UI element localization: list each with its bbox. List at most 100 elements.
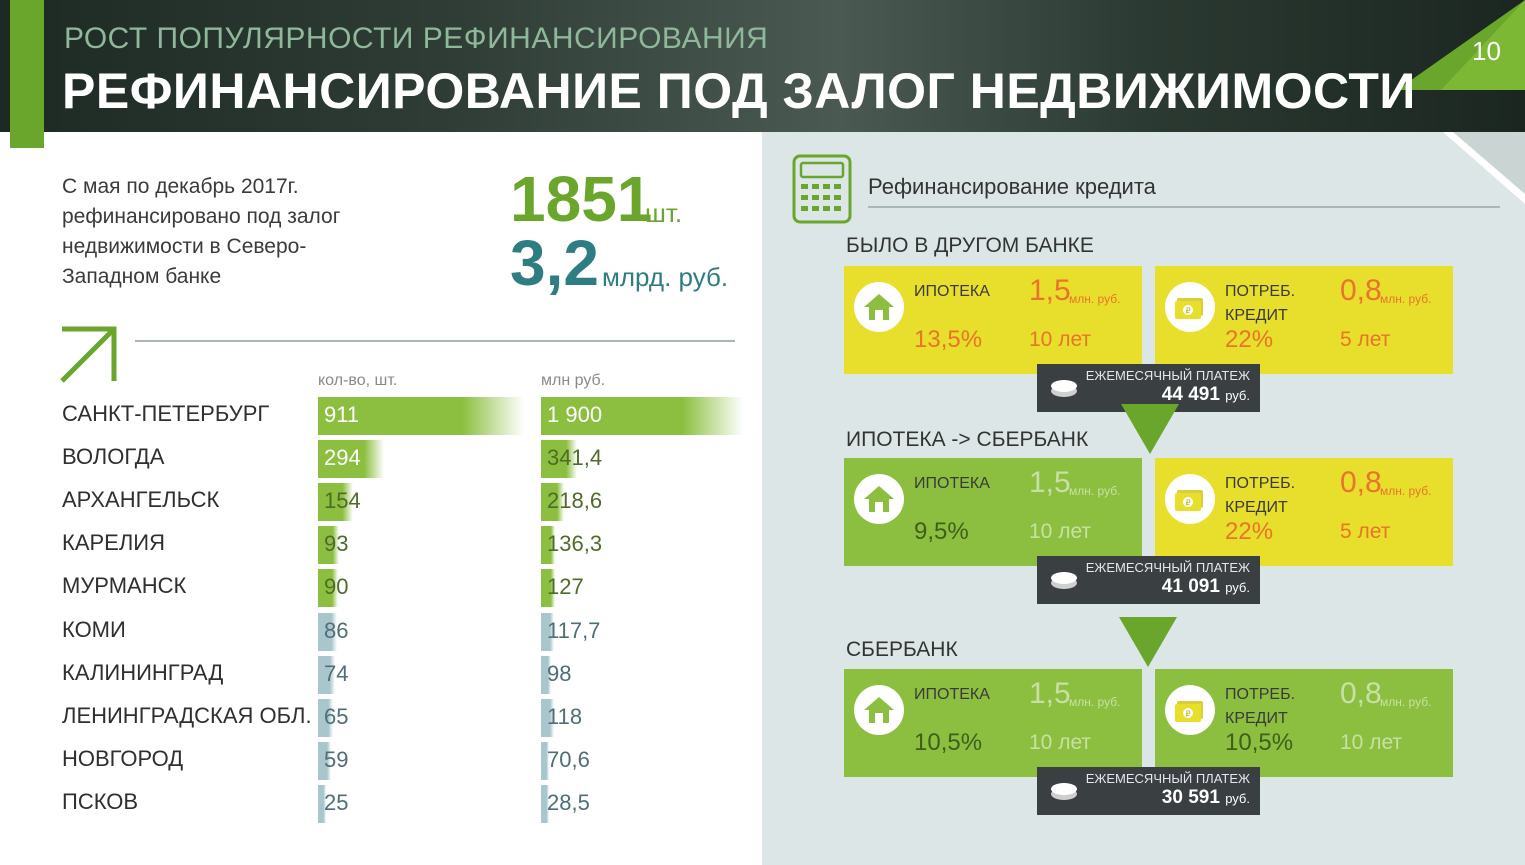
loan-term: 5 лет [1340,328,1391,351]
coin-icon [1051,380,1077,397]
loan-amount: 1,5 [1029,677,1071,710]
loan-term: 10 лет [1029,731,1092,754]
region-label: МУРМАНСК [62,573,187,599]
count-column-header: кол-во, шт. [318,372,398,389]
loan-rate: 10,5% [1225,729,1294,756]
loan-term: 10 лет [1029,328,1092,351]
count-bar [318,569,339,608]
count-bar [318,698,333,737]
sum-bar [541,698,554,737]
sum-bar [541,440,578,479]
loan-type: ИПОТЕКА [914,475,990,492]
loan-rate: 10,5% [914,729,983,756]
total-sum-unit: млрд. руб. [602,262,729,292]
count-bar [318,741,332,780]
count-value-label: 154 [324,488,361,514]
loan-rate: 9,5% [914,518,969,545]
mortgage-card: ИПОТЕКА 1,5 млн. руб. 10,5% 10 лет [844,669,1142,777]
payment-label: ЕЖЕМЕСЯЧНЫЙ ПЛАТЕЖ [1085,771,1250,786]
region-label: КАЛИНИНГРАД [62,659,224,685]
sum-bar [541,526,556,565]
loan-amount-unit: млн. руб. [1380,484,1432,498]
count-value-label: 911 [324,402,360,427]
loan-amount: 0,8 [1340,466,1382,499]
total-count-unit: шт. [645,198,683,228]
sum-bar [541,569,555,608]
sum-value-label: 28,5 [547,789,590,815]
loan-rate: 22% [1225,518,1274,545]
coin-icon [1051,783,1077,800]
count-bar [318,483,353,522]
loan-amount-unit: млн. руб. [1380,292,1432,306]
loan-amount-unit: млн. руб. [1069,292,1121,306]
house-icon [854,474,904,524]
loan-amount: 1,5 [1029,466,1071,499]
region-label: КАРЕЛИЯ [62,530,165,556]
consumer-loan-card: ₽ ПОТРЕБ. КРЕДИТ 0,8 млн. руб. 10,5% 10 лет [1155,669,1453,777]
scenario-label: БЫЛО В ДРУГОМ БАНКЕ [846,234,1094,257]
count-value-label: 74 [324,660,349,686]
loan-type: ПОТРЕБ. КРЕДИТ [1225,475,1296,516]
sum-bar [541,655,552,694]
coin-icon [1051,572,1077,589]
sum-value-label: 218,6 [547,488,603,514]
sum-value-label: 341,4 [547,445,603,471]
down-arrow-icon [1121,404,1179,454]
loan-term: 5 лет [1340,520,1391,543]
svg-text:₽: ₽ [1185,710,1190,719]
monthly-payment-box: ЕЖЕМЕСЯЧНЫЙ ПЛАТЕЖ 30 591 руб. [1037,767,1260,815]
loan-amount-unit: млн. руб. [1069,484,1121,498]
house-icon [854,282,904,332]
growth-arrow-icon [60,326,117,383]
intro-text: С мая по декабрь 2017г. рефинансировано … [62,175,341,288]
sum-value-label: 118 [547,703,583,729]
loan-type: ПОТРЕБ. КРЕДИТ [1225,686,1296,727]
payment-label: ЕЖЕМЕСЯЧНЫЙ ПЛАТЕЖ [1085,368,1250,383]
count-value-label: 90 [324,574,349,600]
consumer-loan-card: ₽ ПОТРЕБ. КРЕДИТ 0,8 млн. руб. 22% 5 лет [1155,266,1453,374]
total-sum-value: 3,2 [510,227,599,299]
section-divider [135,340,735,342]
svg-text:₽: ₽ [1185,499,1190,508]
sum-value-label: 136,3 [547,531,603,557]
consumer-loan-card: ₽ ПОТРЕБ. КРЕДИТ 0,8 млн. руб. 22% 5 лет [1155,458,1453,566]
count-value-label: 86 [324,617,349,643]
sum-value-label: 1 900 [547,402,603,427]
loan-term: 10 лет [1340,731,1403,754]
header-accent-bar [10,0,44,148]
loan-amount: 0,8 [1340,274,1382,307]
count-bar [318,612,338,651]
money-icon: ₽ [1165,282,1215,332]
sum-bar [541,612,554,651]
region-label: ЛЕНИНГРАДСКАЯ ОБЛ. [62,702,312,728]
sum-value-label: 70,6 [547,746,590,772]
sum-column-header: млн руб. [541,372,606,389]
money-icon: ₽ [1165,685,1215,735]
svg-text:₽: ₽ [1185,307,1190,316]
count-bar [318,397,524,435]
scenario-label: СБЕРБАНК [846,638,958,661]
region-label: САНКТ-ПЕТЕРБУРГ [62,401,270,426]
refinance-divider [868,206,1500,208]
header-banner [0,0,1525,132]
count-bar [318,655,335,694]
down-arrow-icon [1119,617,1177,667]
payment-label: ЕЖЕМЕСЯЧНЫЙ ПЛАТЕЖ [1085,560,1250,575]
sum-value-label: 117,7 [547,617,601,643]
payment-amount: 30 591 руб. [1161,787,1250,808]
calculator-icon [792,154,852,224]
loan-term: 10 лет [1029,520,1092,543]
refinance-title: Рефинансирование кредита [868,174,1156,199]
loan-amount-unit: млн. руб. [1380,695,1432,709]
loan-amount-unit: млн. руб. [1069,695,1121,709]
money-icon: ₽ [1165,474,1215,524]
count-bar [318,784,326,823]
loan-rate: 13,5% [914,326,983,353]
mortgage-card: ИПОТЕКА 1,5 млн. руб. 9,5% 10 лет [844,458,1142,566]
payment-amount: 44 491 руб. [1161,384,1250,405]
sum-value-label: 98 [547,660,572,686]
payment-amount: 41 091 руб. [1161,576,1250,597]
loan-rate: 22% [1225,326,1274,353]
loan-type: ПОТРЕБ. КРЕДИТ [1225,283,1296,324]
sum-bar [541,784,549,823]
